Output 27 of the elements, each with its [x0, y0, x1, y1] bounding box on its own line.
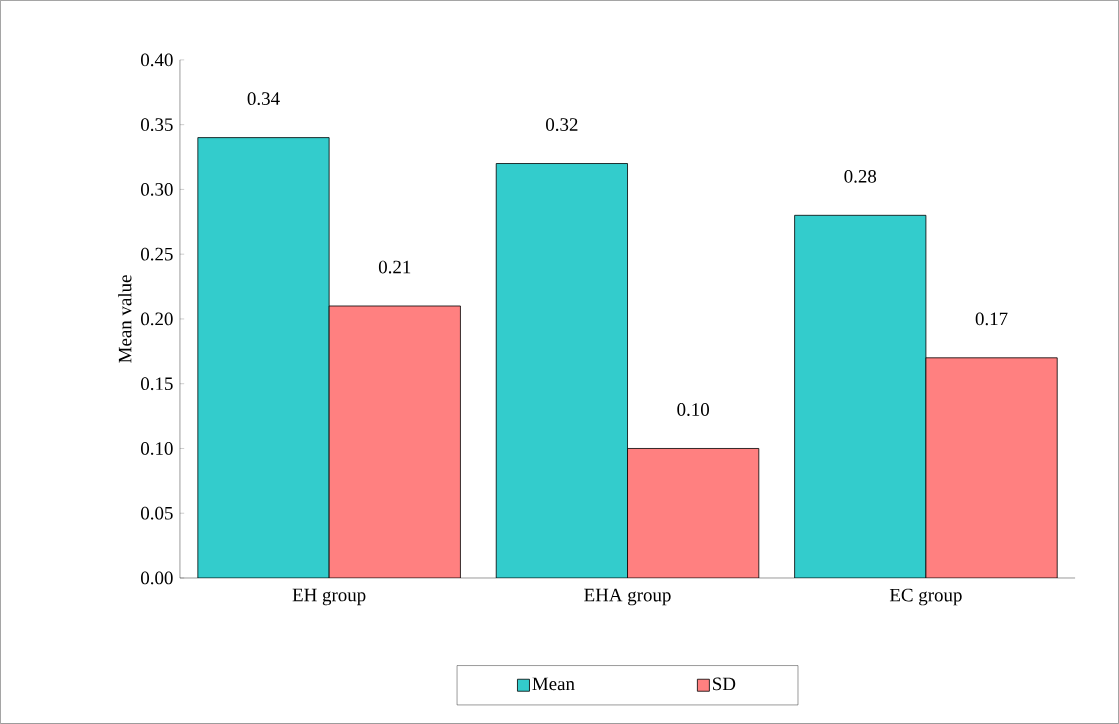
data-label: 0.32: [546, 118, 578, 132]
y-tick-label: 0.10: [141, 442, 173, 455]
data-label: 0.10: [677, 403, 709, 416]
legend-label: SD: [713, 677, 736, 691]
y-tick-label: 0.25: [141, 247, 173, 261]
bar: [794, 214, 927, 579]
y-tick-label: 0.35: [141, 118, 173, 132]
bar: [925, 357, 1058, 579]
legend-label: Mean: [532, 677, 575, 691]
data-label: 0.28: [844, 169, 877, 183]
bar: [495, 163, 628, 579]
y-tick-label: 0.00: [141, 571, 173, 585]
data-label: 0.21: [378, 260, 411, 274]
x-tick-label: EC group: [889, 588, 962, 606]
y-tick-label: 0.40: [141, 53, 173, 67]
y-tick-label: 0.30: [141, 183, 173, 196]
data-label: 0.34: [247, 92, 280, 106]
y-tick-label: 0.15: [141, 377, 173, 391]
y-tick-label: 0.20: [141, 312, 173, 326]
data-label: 0.17: [975, 312, 1008, 326]
y-axis-title: Mean value: [118, 275, 132, 363]
bar: [197, 137, 330, 579]
bar: [328, 305, 461, 579]
x-tick-label: EH group: [292, 588, 366, 606]
bar: [627, 448, 760, 579]
x-tick-label: EHA group: [584, 588, 671, 606]
y-tick-label: 0.05: [141, 506, 173, 520]
